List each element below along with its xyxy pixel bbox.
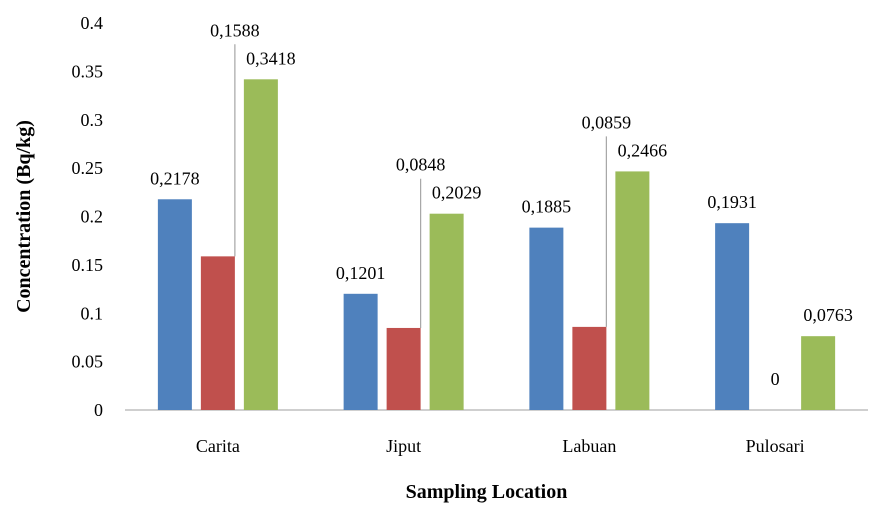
- bar: [529, 227, 564, 410]
- x-tick-label: Carita: [196, 436, 240, 456]
- data-label: 0,3418: [246, 48, 296, 68]
- y-tick-label: 0.2: [81, 207, 104, 227]
- y-axis-title: Concentration (Bq/kg): [13, 120, 35, 313]
- x-tick-label: Labuan: [562, 436, 616, 456]
- data-label: 0: [771, 369, 780, 389]
- data-label: 0,1588: [210, 20, 260, 40]
- bar: [200, 256, 235, 410]
- y-tick-label: 0: [94, 400, 103, 420]
- y-tick-label: 0.25: [72, 158, 104, 178]
- y-tick-label: 0.3: [81, 110, 104, 130]
- data-label: 0,0859: [582, 112, 632, 132]
- x-tick-label: Jiput: [386, 436, 421, 456]
- data-label: 0,0763: [803, 305, 853, 325]
- bar: [801, 336, 836, 410]
- y-axis-ticks: 0 0.05 0.1 0.15 0.2 0.25 0.3 0.35 0.4: [72, 13, 104, 420]
- data-label: 0,0848: [396, 155, 446, 175]
- bar: [429, 213, 464, 410]
- data-label: 0,2029: [432, 183, 482, 203]
- bars: [157, 79, 836, 410]
- bar: [243, 79, 278, 410]
- bar: [386, 327, 421, 410]
- y-tick-label: 0.1: [81, 303, 104, 323]
- data-labels: 0,2178 0,3418 0,1588 0,1201 0,2029 0,0848 0,18…: [150, 20, 853, 389]
- data-label: 0,1931: [707, 192, 757, 212]
- bar: [343, 293, 378, 410]
- data-label: 0,2466: [618, 140, 668, 160]
- data-label: 0,1201: [336, 263, 386, 283]
- data-label: 0,2178: [150, 168, 200, 188]
- y-tick-label: 0.15: [72, 255, 104, 275]
- bar: [157, 199, 192, 410]
- y-tick-label: 0.05: [72, 352, 104, 372]
- x-axis-ticks: Carita Jiput Labuan Pulosari: [196, 436, 805, 456]
- y-tick-label: 0.35: [72, 61, 104, 81]
- y-tick-label: 0.4: [81, 13, 104, 33]
- bar: [572, 326, 607, 410]
- x-tick-label: Pulosari: [746, 436, 805, 456]
- leader-lines: [234, 44, 607, 328]
- x-axis-title: Sampling Location: [406, 481, 568, 503]
- bar: [715, 223, 750, 410]
- data-label: 0,1885: [522, 197, 572, 217]
- bar: [615, 171, 650, 410]
